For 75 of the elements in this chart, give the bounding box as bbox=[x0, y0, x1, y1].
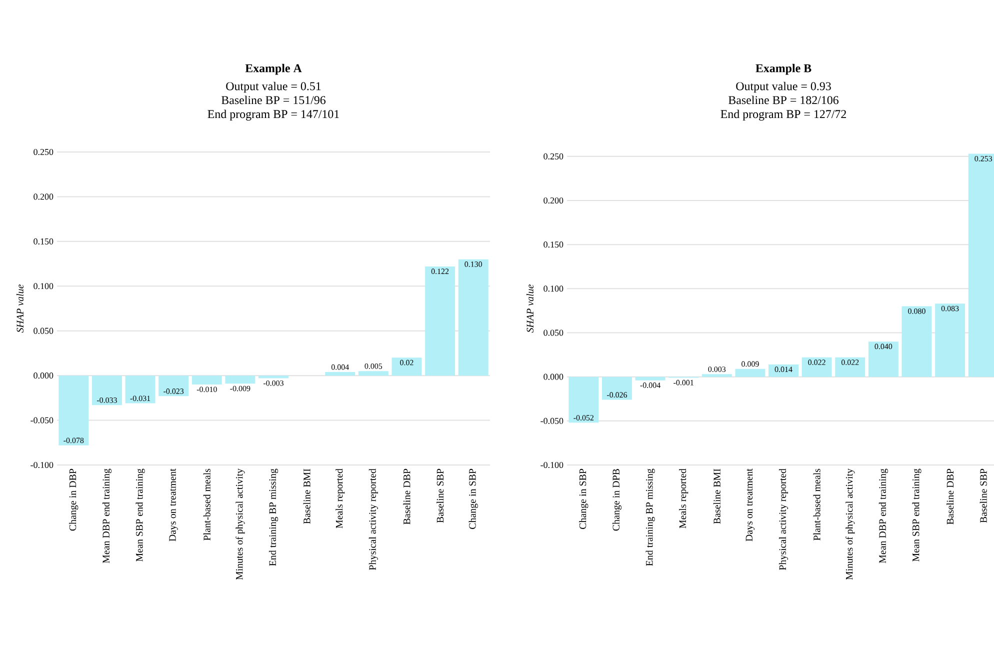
bar bbox=[225, 376, 256, 384]
x-tick-label: Baseline BMI bbox=[713, 468, 720, 524]
bar bbox=[58, 376, 89, 446]
chart-title: Example B bbox=[756, 64, 812, 75]
x-tick-label: Meals reported bbox=[336, 468, 345, 528]
x-tick-label: Days on treatment bbox=[169, 468, 178, 542]
x-tick-label: Change in SBP bbox=[579, 468, 588, 530]
y-axis-title: SHAP value bbox=[526, 284, 534, 333]
y-tick-label: 0.050 bbox=[544, 330, 564, 336]
x-tick-label: Physical activity reported bbox=[368, 468, 378, 570]
bar bbox=[192, 376, 222, 385]
x-tick-label: Plant-based meals bbox=[813, 468, 820, 540]
text: End program BP = 147/101 bbox=[208, 110, 339, 121]
y-tick-label: 0.200 bbox=[34, 194, 54, 200]
y-tick-label: -0.100 bbox=[30, 462, 54, 468]
bar bbox=[425, 266, 456, 376]
bar bbox=[635, 376, 666, 380]
chart-title: Example A bbox=[245, 64, 302, 75]
bar bbox=[358, 371, 388, 376]
y-tick-label: 0.200 bbox=[544, 197, 564, 204]
x-tick-label: Meals reported bbox=[679, 468, 688, 528]
y-tick-label: 0.000 bbox=[544, 374, 564, 380]
y-tick-label: -0.100 bbox=[540, 462, 564, 468]
x-tick-label: Mean SBP end training bbox=[136, 468, 145, 562]
bar bbox=[835, 357, 866, 377]
x-tick-label: End training BP missing bbox=[646, 468, 655, 566]
x-tick-label: Baseline BMI bbox=[303, 468, 310, 524]
y-tick-label: 0.100 bbox=[34, 283, 54, 290]
bar bbox=[702, 374, 732, 377]
y-tick-label: 0.250 bbox=[34, 148, 54, 156]
chart-subtitle: Output value = 0.51 bbox=[226, 82, 321, 93]
bar bbox=[935, 304, 966, 377]
y-tick-label: 0.000 bbox=[34, 372, 54, 379]
text: Baseline BP = 182/106 bbox=[728, 96, 838, 104]
x-tick-label: Minutes of physical activity bbox=[236, 468, 245, 580]
x-tick-label: Days on treatment bbox=[746, 468, 755, 542]
x-tick-label: Physical activity reported bbox=[778, 468, 788, 570]
bar bbox=[92, 376, 122, 406]
bar bbox=[768, 364, 798, 377]
x-tick-label: Plant-based meals bbox=[203, 468, 210, 540]
bar bbox=[568, 376, 599, 423]
x-tick-label: Baseline SBP bbox=[980, 468, 987, 523]
x-tick-label: Baseline SBP bbox=[436, 468, 444, 523]
bar bbox=[868, 342, 898, 377]
y-tick-label: 0.150 bbox=[544, 242, 564, 248]
y-tick-label: -0.050 bbox=[540, 418, 564, 424]
bar bbox=[602, 376, 632, 400]
y-tick-label: 0.100 bbox=[544, 286, 564, 292]
text: End program BP = 127/72 bbox=[720, 110, 846, 121]
x-tick-label: Mean SBP end training bbox=[912, 468, 922, 562]
x-tick-label: Mean DBP end training bbox=[102, 468, 112, 564]
bar bbox=[258, 376, 288, 378]
x-tick-label: End training BP missing bbox=[268, 468, 278, 566]
y-tick-label: -0.050 bbox=[30, 417, 54, 424]
bar bbox=[325, 372, 356, 376]
bar bbox=[802, 357, 832, 377]
y-tick-label: 0.150 bbox=[34, 238, 54, 244]
x-tick-label: Baseline DBP bbox=[946, 468, 954, 524]
bar bbox=[902, 306, 932, 377]
x-tick-label: Minutes of physical activity bbox=[846, 468, 855, 580]
x-tick-label: Change in DPB bbox=[612, 469, 622, 531]
bar bbox=[458, 259, 488, 376]
bar bbox=[125, 376, 156, 404]
x-tick-label: Baseline DBP bbox=[403, 468, 410, 524]
chart-subtitle: Output value = 0.93 bbox=[736, 82, 831, 93]
bar bbox=[158, 376, 189, 396]
text: Baseline BP = 151/96 bbox=[221, 96, 326, 104]
x-tick-label: Change in DBP bbox=[69, 468, 78, 531]
x-tick-label: Mean DBP end training bbox=[878, 468, 888, 564]
y-tick-label: 0.050 bbox=[34, 328, 54, 334]
bar bbox=[735, 368, 766, 377]
bar bbox=[392, 358, 422, 376]
x-tick-label: Change in SBP bbox=[468, 468, 478, 530]
y-tick-label: 0.250 bbox=[544, 153, 564, 160]
y-axis-title: SHAP value bbox=[16, 284, 24, 333]
